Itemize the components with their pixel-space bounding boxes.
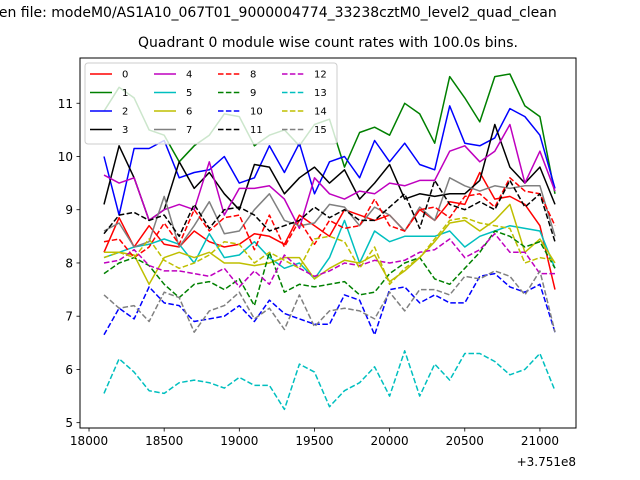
legend-label: 12	[314, 70, 327, 81]
series-line-14	[103, 216, 556, 286]
x-tick-label: 18000	[70, 434, 108, 448]
x-tick-label: 20500	[446, 434, 484, 448]
legend-label: 11	[250, 125, 263, 136]
legend-label: 5	[186, 88, 192, 99]
legend-label: 15	[314, 125, 327, 136]
series-line-2	[103, 105, 556, 216]
legend-label: 8	[250, 70, 256, 81]
x-offset-label: +3.751e8	[517, 455, 576, 469]
legend-box	[84, 62, 338, 145]
legend-label: 4	[186, 70, 192, 81]
x-tick-label: 19500	[295, 434, 333, 448]
y-tick-label: 9	[65, 203, 73, 217]
legend-label: 7	[186, 125, 192, 136]
x-tick-label: 18500	[145, 434, 183, 448]
legend-label: 0	[122, 70, 128, 81]
x-axis: 18000 18500 19000 19500 20000 20500 21000	[70, 428, 559, 448]
x-tick-label: 21000	[521, 434, 559, 448]
y-tick-label: 11	[58, 97, 73, 111]
y-axis: 5 6 7 8 9 10 11	[58, 97, 80, 430]
legend-label: 1	[122, 88, 128, 99]
legend-label: 6	[186, 107, 192, 118]
legend-label: 14	[314, 107, 327, 118]
y-tick-label: 10	[58, 150, 73, 164]
x-tick-label: 20000	[371, 434, 409, 448]
series-line-4	[103, 123, 556, 230]
chart-title: Quadrant 0 module wise count rates with …	[138, 35, 518, 51]
x-tick-label: 19000	[220, 434, 258, 448]
legend-label: 10	[250, 107, 263, 118]
y-tick-label: 6	[65, 363, 73, 377]
series-line-11	[103, 179, 556, 242]
legend-label: 13	[314, 88, 327, 99]
series-line-12	[103, 232, 555, 288]
series-line-6	[104, 203, 556, 286]
series-line-15	[103, 270, 556, 333]
series-line-10	[103, 272, 556, 336]
series-line-3	[103, 123, 556, 222]
series-line-7	[103, 177, 556, 248]
figure-suptitle: Gen file: modeM0/AS1A10_067T01_900000477…	[0, 5, 557, 21]
legend-label: 2	[122, 107, 128, 118]
y-tick-label: 5	[65, 416, 73, 430]
plot-frame	[79, 57, 577, 429]
series-line-8	[103, 177, 556, 259]
series-line-13	[103, 350, 556, 411]
legend-label: 3	[122, 125, 128, 136]
y-tick-label: 7	[65, 310, 73, 324]
series-layer	[103, 73, 556, 411]
legend-label: 9	[250, 88, 256, 99]
y-tick-label: 8	[65, 256, 73, 270]
